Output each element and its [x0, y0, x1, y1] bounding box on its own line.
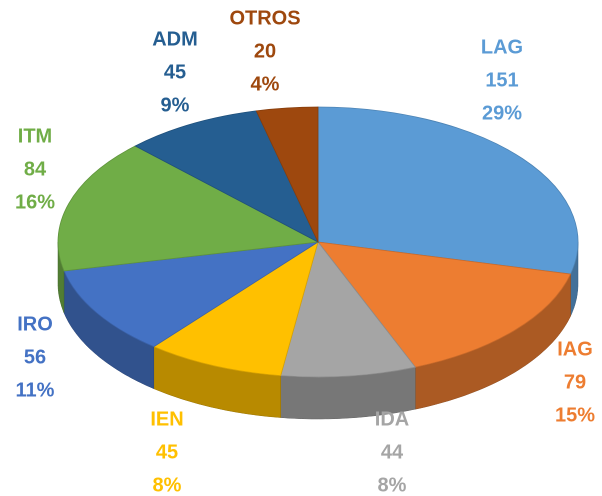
data-label-value: 45 — [164, 61, 186, 83]
data-label-name: ADM — [152, 28, 198, 50]
data-label-percent: 8% — [153, 474, 182, 496]
data-label-value: 20 — [254, 40, 276, 62]
data-label-percent: 8% — [378, 474, 407, 496]
data-label-name: LAG — [481, 36, 523, 58]
pie-slice — [152, 241, 319, 377]
data-label-percent: 9% — [161, 94, 190, 116]
data-label-percent: 16% — [15, 191, 55, 213]
data-label-value: 151 — [485, 69, 518, 91]
pie-slice — [57, 145, 320, 272]
pie-slice — [255, 106, 319, 243]
data-label-name: IRO — [17, 313, 53, 335]
data-label-value: 56 — [24, 346, 46, 368]
pie-slice — [317, 241, 572, 368]
data-label-value: 84 — [24, 158, 47, 180]
data-label-name: ITM — [18, 125, 52, 147]
data-label-value: 79 — [564, 371, 586, 393]
pie-slice — [134, 110, 319, 243]
data-label-percent: 11% — [16, 379, 55, 401]
pie-slice — [317, 106, 579, 275]
data-label-percent: 15% — [555, 404, 595, 426]
pie-slice — [63, 241, 319, 348]
data-label-name: IDA — [375, 408, 409, 430]
data-label-value: 44 — [381, 441, 404, 463]
data-label-name: OTROS — [229, 7, 300, 29]
data-label-value: 45 — [156, 441, 178, 463]
data-label-percent: 4% — [251, 73, 280, 95]
data-label-name: IEN — [150, 408, 183, 430]
data-label-percent: 29% — [482, 102, 522, 124]
pie-slice — [280, 241, 417, 378]
data-label-name: IAG — [557, 338, 593, 360]
